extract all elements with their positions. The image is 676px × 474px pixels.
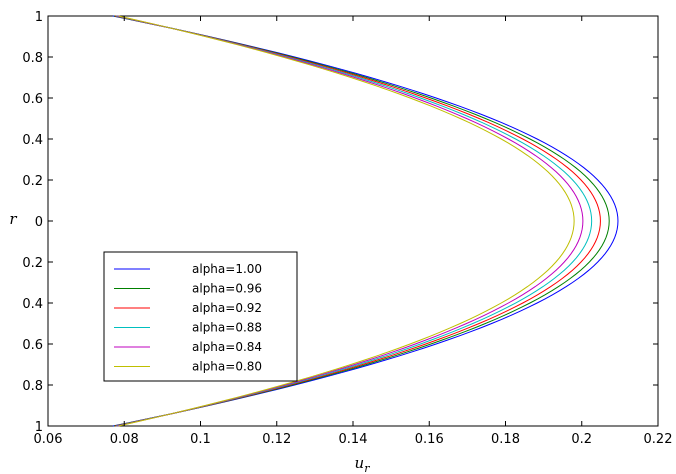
x-axis-label: ur <box>355 454 371 474</box>
y-tick-label: 0.2 <box>22 174 43 189</box>
x-axis-label-subscript: r <box>364 462 370 474</box>
y-tick-label: 0.4 <box>22 297 43 312</box>
x-tick-label: 0.08 <box>110 432 139 447</box>
x-tick-label: 0.2 <box>571 432 592 447</box>
legend-label: alpha=0.92 <box>192 301 262 315</box>
y-ticks: 1 0.8 0.6 0.4 0.2 0 0.2 0.4 0.6 0.8 1 <box>22 10 658 435</box>
x-tick-label: 0.18 <box>491 432 520 447</box>
y-tick-label: 0.4 <box>22 133 43 148</box>
y-tick-label: 0 <box>35 215 43 230</box>
legend-label: alpha=1.00 <box>192 262 262 276</box>
y-tick-label: 0.6 <box>22 338 43 353</box>
series-line <box>113 15 610 427</box>
x-ticks: 0.06 0.08 0.1 0.12 0.14 0.16 0.18 0.2 0.22 <box>34 16 673 447</box>
y-tick-label: 0.8 <box>22 379 43 394</box>
x-tick-label: 0.22 <box>644 432 673 447</box>
y-tick-label: 0.8 <box>22 51 43 66</box>
y-axis-label: r <box>9 210 17 228</box>
x-tick-label: 0.06 <box>34 432 63 447</box>
legend-label: alpha=0.84 <box>192 340 262 354</box>
x-tick-label: 0.1 <box>190 432 211 447</box>
x-tick-label: 0.12 <box>262 432 291 447</box>
legend-label: alpha=0.88 <box>192 321 262 335</box>
y-tick-label: 0.6 <box>22 92 43 107</box>
y-tick-label: 1 <box>35 420 43 435</box>
series-line <box>118 15 575 427</box>
legend-box <box>103 251 298 382</box>
y-tick-label: 1 <box>35 10 43 25</box>
curves <box>112 15 619 427</box>
x-tick-label: 0.16 <box>415 432 444 447</box>
series-line <box>116 15 593 427</box>
series-line <box>117 15 584 427</box>
series-line <box>112 15 619 427</box>
legend-label: alpha=0.96 <box>192 282 262 296</box>
series-line <box>114 15 601 427</box>
x-tick-label: 0.14 <box>339 432 368 447</box>
legend-label: alpha=0.80 <box>192 360 262 374</box>
legend: alpha=1.00 alpha=0.96 alpha=0.92 alpha=0.88… <box>103 251 298 382</box>
y-tick-label: 0.2 <box>22 256 43 271</box>
